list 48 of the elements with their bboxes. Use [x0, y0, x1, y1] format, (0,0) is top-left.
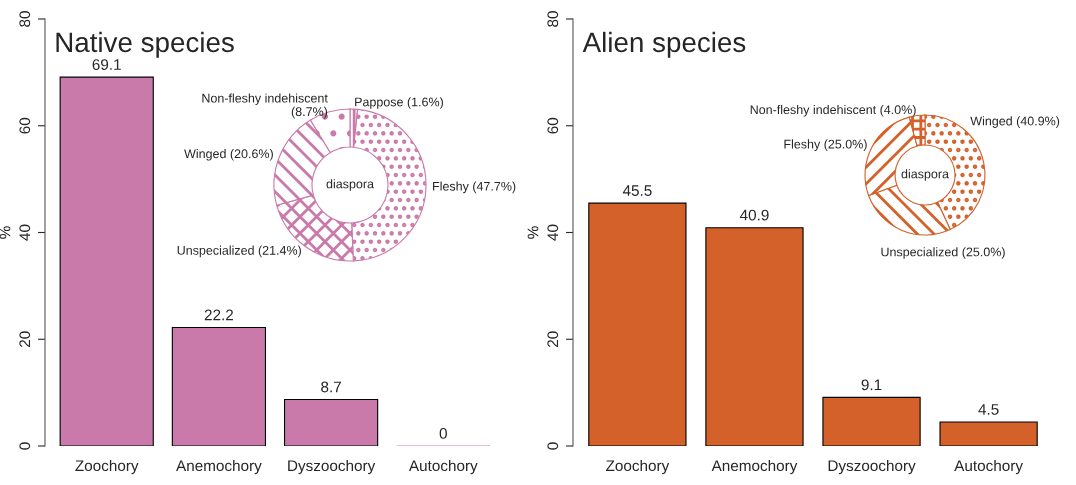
y-tick-label: 60	[547, 117, 559, 134]
y-tick-label: 40	[19, 224, 31, 241]
slice-label: Pappose (1.6%)	[355, 97, 443, 109]
data-label: 45.5	[622, 185, 652, 196]
y-tick-label: 80	[547, 11, 559, 27]
annotation: diaspora	[326, 179, 374, 191]
slice-label: Unspecialized (25.0%)	[881, 247, 1005, 259]
data-label: 8.7	[321, 381, 341, 393]
y-tick-label: 40	[547, 224, 559, 241]
x-tick-label: Autochory	[954, 459, 1023, 475]
y-axis-title: %	[527, 226, 539, 239]
data-label: 22.2	[204, 309, 233, 321]
data-label: 9.1	[861, 379, 882, 391]
slice-label: Winged (40.9%)	[970, 116, 1060, 128]
chart-title: Native species	[56, 31, 234, 58]
bar	[939, 421, 1038, 446]
x-tick-label: Dyszoochory	[288, 459, 376, 475]
y-axis-title: %	[0, 226, 11, 239]
y-tick-label: 0	[19, 442, 31, 450]
bar	[283, 399, 379, 446]
x-tick-label: Zoochory	[75, 459, 139, 475]
y-tick-label: 0	[547, 442, 559, 450]
bar	[705, 227, 804, 446]
slice-label: Fleshy (47.7%)	[433, 181, 516, 194]
data-label: 69.1	[92, 59, 121, 70]
y-tick-label: 60	[19, 117, 31, 134]
y-tick-label: 20	[19, 331, 31, 347]
bar	[588, 202, 687, 446]
x-tick-label: Anemochory	[711, 459, 798, 475]
slice-label: Unspecialized (21.4%)	[177, 245, 301, 258]
y-tick-label: 80	[19, 11, 31, 27]
slice-label: Non-fleshy indehiscent (4.0%)	[750, 104, 916, 117]
bar	[822, 396, 921, 446]
x-tick-label: Zoochory	[606, 459, 670, 475]
chart-title: Alien species	[582, 31, 746, 58]
slice-label: Winged (20.6%)	[184, 148, 273, 161]
x-tick-label: Dyszoochory	[828, 459, 916, 475]
slice-label: Fleshy (25.0%)	[784, 139, 867, 151]
bar	[59, 76, 154, 446]
x-tick-label: Autochory	[408, 459, 478, 475]
x-tick-label: Anemochory	[176, 459, 262, 475]
bar	[171, 326, 267, 446]
data-label: 0	[439, 427, 447, 439]
data-label: 4.5	[978, 404, 999, 415]
slice-label: Non-fleshy indehiscent (8.7%)	[202, 93, 328, 119]
annotation: diaspora	[901, 169, 949, 181]
data-label: 40.9	[739, 209, 769, 221]
y-tick-label: 20	[547, 331, 559, 347]
